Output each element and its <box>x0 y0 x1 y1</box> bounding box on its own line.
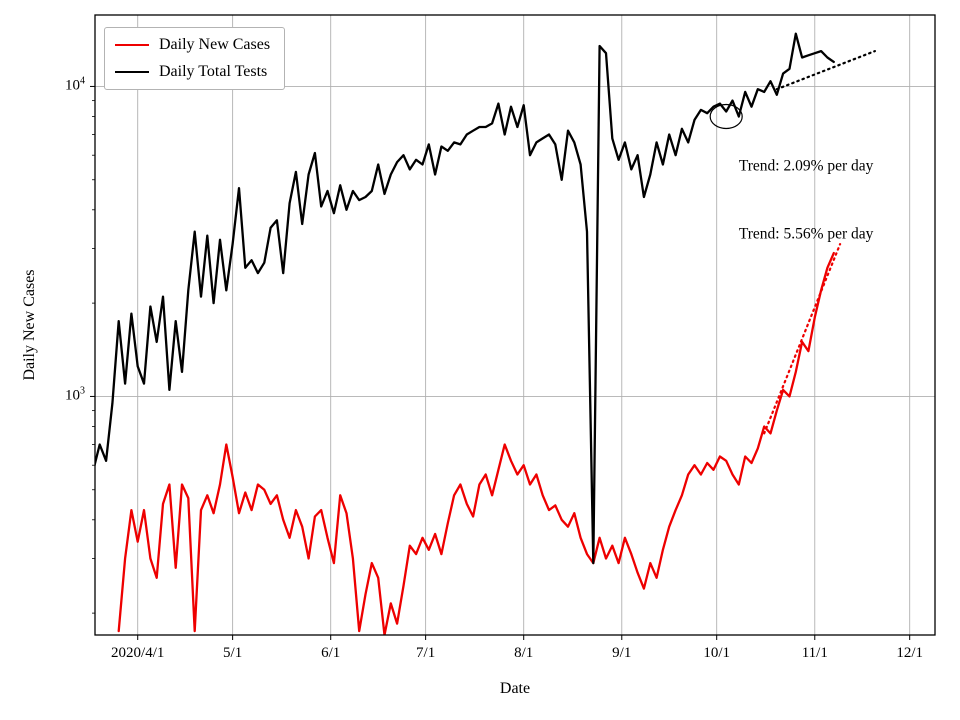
trend-annotation-2: Trend: 5.56% per day <box>739 226 874 243</box>
series-line-daily-total-tests <box>95 32 835 565</box>
trend-line-red <box>763 243 842 435</box>
legend-line-black <box>115 71 149 73</box>
trend-line-black <box>775 49 877 91</box>
legend: Daily New Cases Daily Total Tests <box>104 27 286 90</box>
legend-item-daily-total-tests: Daily Total Tests <box>115 63 270 81</box>
legend-item-daily-new-cases: Daily New Cases <box>115 36 270 54</box>
y-axis-label: Daily New Cases <box>21 269 38 381</box>
legend-line-red <box>115 44 149 46</box>
x-axis-label: Date <box>499 680 531 697</box>
legend-label: Daily New Cases <box>159 36 271 53</box>
trend-annotation-1: Trend: 2.09% per day <box>739 158 874 175</box>
plot-border <box>94 14 936 636</box>
series-line-daily-new-cases <box>117 251 835 635</box>
highlight-circle <box>709 103 743 130</box>
legend-label: Daily Total Tests <box>159 63 268 80</box>
